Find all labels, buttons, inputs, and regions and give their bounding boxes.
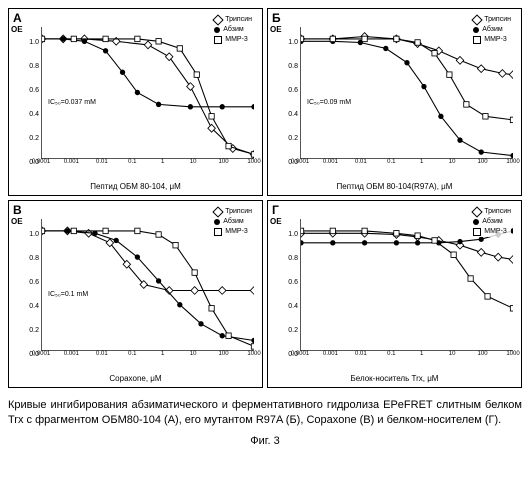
y-axis-label: ОЕ — [11, 217, 23, 226]
panel-label: Б — [272, 11, 281, 25]
legend: ТрипсинАбзимMMP-3 — [473, 15, 511, 45]
plot-area: IC₅₀=0.09 mM — [300, 27, 513, 159]
x-ticks: 0.00010.0010.010.11101001000 — [300, 159, 513, 171]
x-ticks: 0.00010.0010.010.11101001000 — [41, 159, 254, 171]
ic50-label: IC₅₀=0.037 mM — [48, 99, 96, 106]
y-ticks: 0.00.20.40.60.81.0 — [27, 219, 41, 351]
y-ticks: 0.00.20.40.60.81.0 — [286, 219, 300, 351]
y-ticks: 0.00.20.40.60.81.0 — [286, 27, 300, 159]
y-axis-label: ОЕ — [270, 217, 282, 226]
y-axis-label: ОЕ — [270, 25, 282, 34]
ic50-label: IC₅₀=0.1 mM — [48, 291, 88, 298]
figure-number: Фиг. 3 — [8, 435, 522, 447]
panel-grid: АОЕ0.00.20.40.60.81.0IC₅₀=0.037 mM0.0001… — [8, 8, 522, 388]
panel-C: ВОЕ 0.00.20.40.60.81.0 IC₅₀=0.1 mM 0.00010.… — [8, 200, 263, 388]
x-axis-label: Пептид ОБМ 80-104(R97A), μM — [268, 182, 521, 191]
x-ticks: 0.00010.0010.010.11101001000 — [41, 351, 254, 363]
x-axis-label: Copaxone, μM — [9, 374, 262, 383]
legend: ТрипсинАбзимMMP-3 — [214, 15, 252, 45]
y-ticks: 0.00.20.40.60.81.0 — [27, 27, 41, 159]
plot-area — [300, 219, 513, 351]
x-axis-label: Белок-носитель Trx, μM — [268, 374, 521, 383]
legend: ТрипсинАбзимMMP-3 — [214, 207, 252, 237]
legend: ТрипсинАбзимMMP-3 — [473, 207, 511, 237]
x-axis-label: Пептид ОБМ 80-104, μM — [9, 182, 262, 191]
plot-area: IC₅₀=0.1 mM — [41, 219, 254, 351]
panel-A: АОЕ 0.00.20.40.60.81.0 IC₅₀=0.037 mM 0.0001… — [8, 8, 263, 196]
panel-B: БОЕ 0.00.20.40.60.81.0 IC₅₀=0.09 mM 0.00010… — [267, 8, 522, 196]
panel-label: В — [13, 203, 22, 217]
plot-area: IC₅₀=0.037 mM — [41, 27, 254, 159]
panel-label: А — [13, 11, 22, 25]
ic50-label: IC₅₀=0.09 mM — [307, 99, 351, 106]
y-axis-label: ОЕ — [11, 25, 23, 34]
x-ticks: 0.00010.0010.010.11101001000 — [300, 351, 513, 363]
figure-caption: Кривые ингибирования абзиматического и ф… — [8, 398, 522, 429]
panel-label: Г — [272, 203, 279, 217]
panel-D: ГОЕ 0.00.20.40.60.81.00.00010.0010.010.11… — [267, 200, 522, 388]
